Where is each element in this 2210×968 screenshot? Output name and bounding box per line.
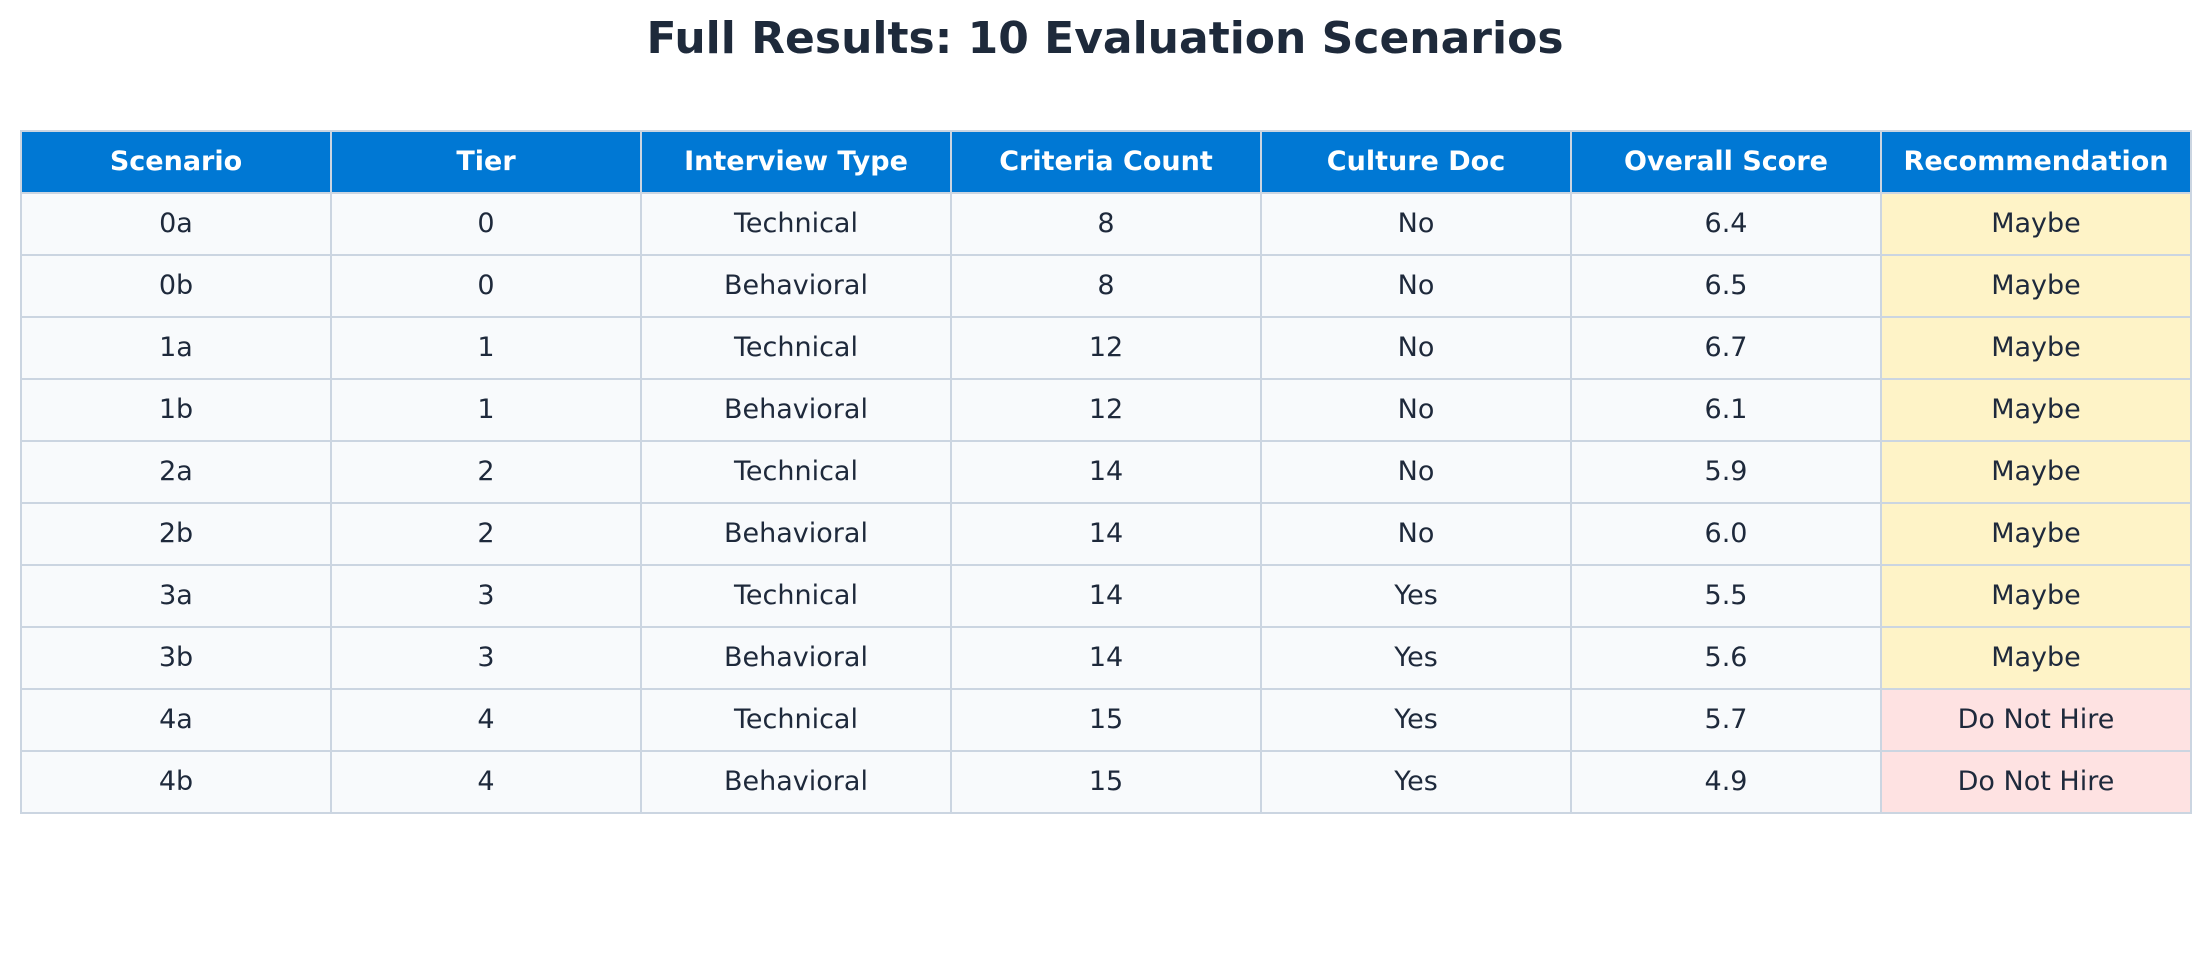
overall-score-cell: 6.0: [1570, 502, 1882, 566]
table-row: 4b 4 Behavioral 15 Yes 4.9 Do Not Hire: [20, 750, 2192, 814]
scenario-cell: 2a: [20, 440, 332, 504]
table-row: 1b 1 Behavioral 12 No 6.1 Maybe: [20, 378, 2192, 442]
recommendation-cell: Maybe: [1880, 626, 2192, 690]
interview-type-cell: Behavioral: [640, 502, 952, 566]
table-row: 2a 2 Technical 14 No 5.9 Maybe: [20, 440, 2192, 504]
criteria-count-cell: 14: [950, 502, 1262, 566]
tier-cell: 3: [330, 626, 642, 690]
tier-cell: 4: [330, 750, 642, 814]
header-row: Scenario Tier Interview Type Criteria Co…: [20, 130, 2192, 194]
interview-type-cell: Technical: [640, 192, 952, 256]
overall-score-cell: 5.6: [1570, 626, 1882, 690]
culture-doc-cell: Yes: [1260, 626, 1572, 690]
culture-doc-cell: No: [1260, 316, 1572, 380]
header-interview-type: Interview Type: [640, 130, 952, 194]
table-title: Full Results: 10 Evaluation Scenarios: [646, 13, 1564, 64]
interview-type-cell: Behavioral: [640, 378, 952, 442]
overall-score-cell: 5.7: [1570, 688, 1882, 752]
scenario-cell: 0b: [20, 254, 332, 318]
recommendation-cell: Maybe: [1880, 378, 2192, 442]
tier-cell: 0: [330, 254, 642, 318]
recommendation-cell: Do Not Hire: [1880, 750, 2192, 814]
culture-doc-cell: No: [1260, 192, 1572, 256]
criteria-count-cell: 15: [950, 750, 1262, 814]
header-recommendation: Recommendation: [1880, 130, 2192, 194]
culture-doc-cell: No: [1260, 378, 1572, 442]
interview-type-cell: Technical: [640, 440, 952, 504]
overall-score-cell: 6.4: [1570, 192, 1882, 256]
criteria-count-cell: 14: [950, 626, 1262, 690]
overall-score-cell: 4.9: [1570, 750, 1882, 814]
table-row: 1a 1 Technical 12 No 6.7 Maybe: [20, 316, 2192, 380]
criteria-count-cell: 14: [950, 440, 1262, 504]
culture-doc-cell: No: [1260, 254, 1572, 318]
table-row: 3a 3 Technical 14 Yes 5.5 Maybe: [20, 564, 2192, 628]
interview-type-cell: Behavioral: [640, 254, 952, 318]
tier-cell: 2: [330, 440, 642, 504]
tier-cell: 1: [330, 316, 642, 380]
recommendation-cell: Maybe: [1880, 316, 2192, 380]
scenario-cell: 4b: [20, 750, 332, 814]
header-scenario: Scenario: [20, 130, 332, 194]
overall-score-cell: 6.5: [1570, 254, 1882, 318]
tier-cell: 4: [330, 688, 642, 752]
scenario-cell: 1b: [20, 378, 332, 442]
tier-cell: 3: [330, 564, 642, 628]
culture-doc-cell: No: [1260, 502, 1572, 566]
header-criteria-count: Criteria Count: [950, 130, 1262, 194]
scenario-cell: 3a: [20, 564, 332, 628]
scenario-cell: 4a: [20, 688, 332, 752]
culture-doc-cell: Yes: [1260, 750, 1572, 814]
tier-cell: 0: [330, 192, 642, 256]
scenario-cell: 0a: [20, 192, 332, 256]
table-row: 0a 0 Technical 8 No 6.4 Maybe: [20, 192, 2192, 256]
criteria-count-cell: 8: [950, 192, 1262, 256]
table-row: 4a 4 Technical 15 Yes 5.7 Do Not Hire: [20, 688, 2192, 752]
recommendation-cell: Maybe: [1880, 440, 2192, 504]
tier-cell: 2: [330, 502, 642, 566]
recommendation-cell: Maybe: [1880, 254, 2192, 318]
overall-score-cell: 6.1: [1570, 378, 1882, 442]
header-culture-doc: Culture Doc: [1260, 130, 1572, 194]
interview-type-cell: Behavioral: [640, 750, 952, 814]
scenario-cell: 3b: [20, 626, 332, 690]
overall-score-cell: 6.7: [1570, 316, 1882, 380]
criteria-count-cell: 12: [950, 316, 1262, 380]
scenario-cell: 2b: [20, 502, 332, 566]
criteria-count-cell: 14: [950, 564, 1262, 628]
culture-doc-cell: Yes: [1260, 564, 1572, 628]
culture-doc-cell: Yes: [1260, 688, 1572, 752]
recommendation-cell: Maybe: [1880, 564, 2192, 628]
table-row: 3b 3 Behavioral 14 Yes 5.6 Maybe: [20, 626, 2192, 690]
table-row: 2b 2 Behavioral 14 No 6.0 Maybe: [20, 502, 2192, 566]
overall-score-cell: 5.5: [1570, 564, 1882, 628]
interview-type-cell: Technical: [640, 688, 952, 752]
criteria-count-cell: 15: [950, 688, 1262, 752]
interview-type-cell: Technical: [640, 316, 952, 380]
criteria-count-cell: 8: [950, 254, 1262, 318]
scenario-cell: 1a: [20, 316, 332, 380]
header-overall-score: Overall Score: [1570, 130, 1882, 194]
table-row: 0b 0 Behavioral 8 No 6.5 Maybe: [20, 254, 2192, 318]
recommendation-cell: Maybe: [1880, 192, 2192, 256]
culture-doc-cell: No: [1260, 440, 1572, 504]
header-tier: Tier: [330, 130, 642, 194]
criteria-count-cell: 12: [950, 378, 1262, 442]
overall-score-cell: 5.9: [1570, 440, 1882, 504]
recommendation-cell: Do Not Hire: [1880, 688, 2192, 752]
tier-cell: 1: [330, 378, 642, 442]
results-table: Scenario Tier Interview Type Criteria Co…: [20, 130, 2192, 814]
recommendation-cell: Maybe: [1880, 502, 2192, 566]
interview-type-cell: Behavioral: [640, 626, 952, 690]
interview-type-cell: Technical: [640, 564, 952, 628]
